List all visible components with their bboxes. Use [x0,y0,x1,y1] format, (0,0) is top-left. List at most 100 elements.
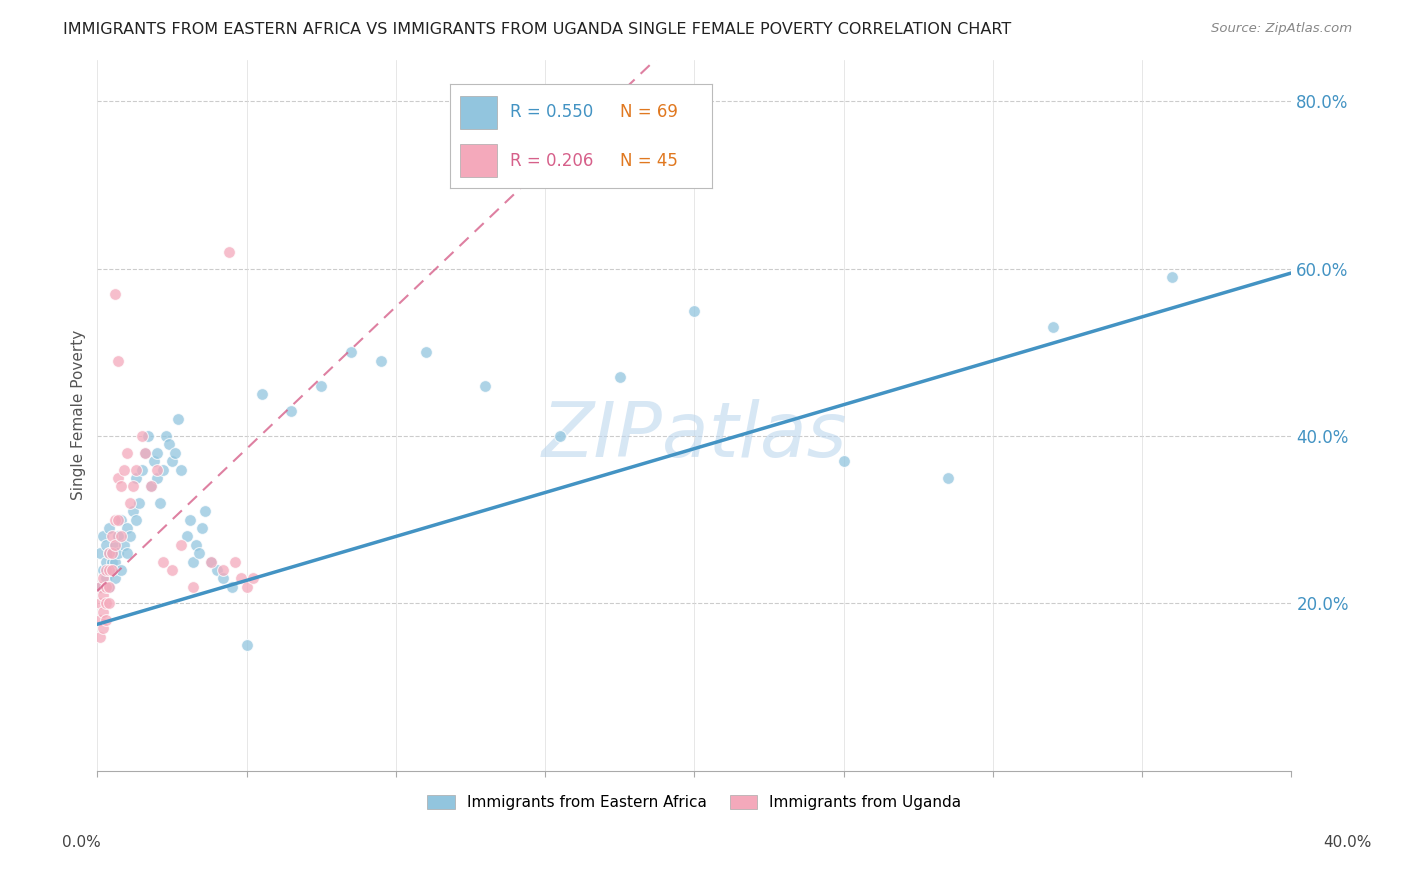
Text: IMMIGRANTS FROM EASTERN AFRICA VS IMMIGRANTS FROM UGANDA SINGLE FEMALE POVERTY C: IMMIGRANTS FROM EASTERN AFRICA VS IMMIGR… [63,22,1011,37]
Point [340,345,363,359]
Point [218,245,240,260]
Point [200,555,222,569]
Point [155,429,177,443]
Point [235,580,257,594]
Point [101,546,124,560]
Point [96,555,118,569]
Point [89,613,111,627]
Point [110,513,132,527]
Point [548,429,571,443]
Point [104,286,127,301]
Point [122,479,145,493]
Point [91,588,114,602]
Point [96,613,118,627]
Point [101,529,124,543]
Point [89,580,111,594]
Point [104,571,127,585]
Point [280,404,302,418]
Point [91,563,114,577]
Point [101,546,124,560]
Point [1042,320,1064,334]
Point [370,353,392,368]
Point [170,462,193,476]
Point [107,471,129,485]
Point [98,563,121,577]
Point [112,462,135,476]
Point [205,563,228,577]
Point [98,546,121,560]
Point [96,563,118,577]
Point [146,462,169,476]
Point [110,563,132,577]
Point [170,538,193,552]
Point [160,454,183,468]
Point [115,521,138,535]
Point [98,580,121,594]
Point [936,471,959,485]
Point [120,529,142,543]
Point [89,546,111,560]
Point [229,571,252,585]
Point [184,538,207,552]
Point [110,529,132,543]
Point [107,353,129,368]
Point [96,596,118,610]
Point [96,571,118,585]
Point [191,521,214,535]
Point [152,462,174,476]
Point [125,513,148,527]
Point [125,471,148,485]
Point [91,622,114,636]
Point [104,538,127,552]
Point [146,446,169,460]
Point [89,580,111,594]
Point [832,454,855,468]
Point [91,605,114,619]
Text: 40.0%: 40.0% [1323,836,1371,850]
Point [146,471,169,485]
Point [163,446,186,460]
Point [683,303,706,318]
Point [115,546,138,560]
Point [89,630,111,644]
Point [143,454,166,468]
Point [110,479,132,493]
Point [136,429,159,443]
Point [122,504,145,518]
Point [160,563,183,577]
Point [221,580,243,594]
Point [101,563,124,577]
Point [181,580,204,594]
Point [474,379,496,393]
Point [98,580,121,594]
Point [415,345,437,359]
Point [176,529,198,543]
Point [139,479,162,493]
Text: Source: ZipAtlas.com: Source: ZipAtlas.com [1212,22,1353,36]
Point [112,538,135,552]
Point [98,546,121,560]
Point [107,546,129,560]
Point [242,571,264,585]
Point [104,513,127,527]
Point [98,596,121,610]
Point [181,555,204,569]
Point [104,555,127,569]
Point [309,379,332,393]
Text: ZIPatlas: ZIPatlas [541,400,846,474]
Point [91,529,114,543]
Point [128,496,150,510]
Point [131,462,153,476]
Point [115,446,138,460]
Point [91,571,114,585]
Point [107,529,129,543]
Y-axis label: Single Female Poverty: Single Female Poverty [72,330,86,500]
Point [609,370,631,384]
Point [1161,270,1184,285]
Point [96,538,118,552]
Point [134,446,156,460]
Point [250,387,273,401]
Point [200,555,222,569]
Point [134,446,156,460]
Point [167,412,190,426]
